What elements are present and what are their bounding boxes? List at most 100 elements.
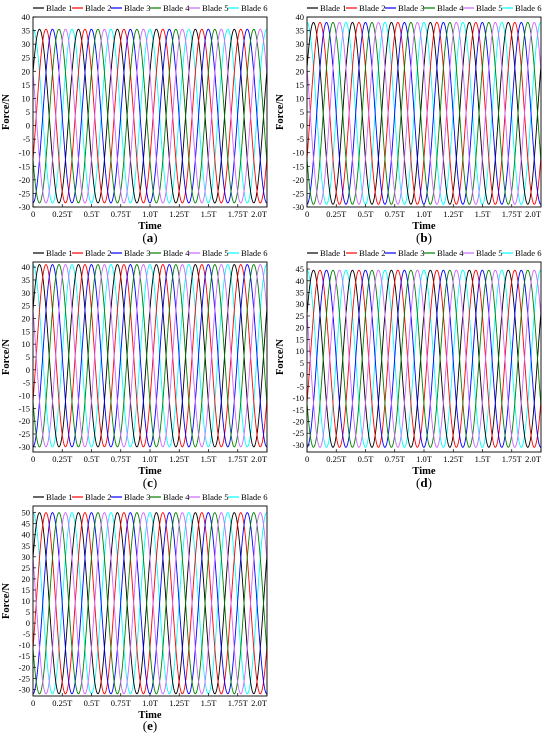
legend-label-blade-3: Blade 3: [124, 492, 151, 502]
y-tick-label: 40: [22, 530, 31, 540]
series-line-blade-6: [33, 28, 267, 204]
y-tick-label: -30: [293, 202, 304, 212]
legend-label-blade-4: Blade 4: [437, 248, 464, 258]
y-tick-label: 5: [26, 107, 30, 117]
y-tick-label: -30: [19, 202, 30, 212]
legend-label-blade-2: Blade 2: [85, 3, 112, 13]
legend-label-blade-6: Blade 6: [241, 3, 268, 13]
x-tick-label: 1.25T: [443, 209, 464, 219]
y-axis-label: Force/N: [275, 94, 286, 130]
series-line-blade-6: [307, 21, 541, 205]
y-tick-label: 25: [22, 301, 31, 311]
series-line-blade-2: [33, 28, 267, 204]
legend-label-blade-6: Blade 6: [515, 248, 542, 258]
y-tick-label: 30: [22, 288, 31, 298]
x-tick-label: 0: [305, 209, 309, 219]
x-tick-label: 0.75T: [385, 209, 406, 219]
x-axis-label: Time: [412, 221, 435, 232]
x-tick-label: 2.0T: [251, 454, 268, 464]
legend-label-blade-2: Blade 2: [359, 3, 386, 13]
y-tick-label: -25: [293, 428, 304, 438]
y-tick-label: -10: [19, 148, 30, 158]
legend-label-blade-4: Blade 4: [437, 3, 464, 13]
chart-panel-b: -30 -25 -20 -15 -10 -5 0 5 10 15 20 25 30 35 40 0 0.25T 0…: [275, 3, 542, 245]
y-tick-label: -15: [293, 405, 304, 415]
legend-label-blade-3: Blade 3: [124, 248, 151, 258]
chart-panel-c: -30 -25 -20 -15 -10 -5 0 5 10 15 20 25 30 35 40 0 0.25T 0…: [1, 248, 268, 490]
y-tick-label: -20: [293, 175, 304, 185]
y-tick-label: 20: [22, 313, 31, 323]
series-group: [307, 21, 541, 205]
y-tick-label: 0: [26, 121, 30, 131]
y-tick-label: -25: [19, 429, 30, 439]
legend-label-blade-5: Blade 5: [476, 248, 503, 258]
legend-label-blade-1: Blade 1: [46, 248, 73, 258]
series-line-blade-3: [307, 269, 541, 448]
x-tick-label: 0.25T: [52, 454, 73, 464]
panel-caption: (a): [142, 230, 157, 245]
x-axis-label: Time: [138, 466, 161, 477]
y-tick-label: 30: [22, 39, 31, 49]
y-tick-label: -5: [297, 134, 304, 144]
x-tick-label: 1.75T: [502, 209, 523, 219]
legend: Blade 1 Blade 2 Blade 3 Blade 4 Blade 5 Blade…: [33, 492, 268, 502]
x-tick-label: 2.0T: [525, 454, 542, 464]
x-tick-label: 0.25T: [52, 698, 73, 708]
legend-label-blade-5: Blade 5: [202, 248, 229, 258]
series-line-blade-6: [33, 264, 267, 448]
y-tick-label: -25: [19, 188, 30, 198]
x-tick-label: 1.0T: [142, 454, 159, 464]
y-tick-label: -15: [19, 161, 30, 171]
x-tick-label: 0: [31, 698, 35, 708]
legend-label-blade-5: Blade 5: [202, 3, 229, 13]
y-tick-label: 50: [22, 508, 31, 518]
x-tick-label: 0.5T: [84, 698, 101, 708]
y-tick-label: 10: [22, 339, 31, 349]
x-tick-label: 0.5T: [358, 209, 375, 219]
x-tick-label: 0.5T: [358, 454, 375, 464]
series-line-blade-2: [33, 264, 267, 448]
x-tick-label: 1.0T: [142, 698, 159, 708]
x-tick-label: 1.5T: [201, 209, 218, 219]
y-tick-label: -20: [19, 416, 30, 426]
x-tick-label: 1.75T: [228, 698, 249, 708]
y-tick-label: 0: [300, 121, 304, 131]
y-tick-label: -10: [293, 148, 304, 158]
y-tick-label: -25: [19, 673, 30, 683]
y-tick-label: 30: [296, 39, 305, 49]
y-tick-label: 45: [296, 264, 305, 274]
y-tick-label: 5: [300, 358, 304, 368]
y-tick-label: -20: [19, 175, 30, 185]
x-tick-label: 2.0T: [251, 209, 268, 219]
x-tick-label: 0.25T: [326, 209, 347, 219]
x-tick-label: 1.0T: [416, 209, 433, 219]
y-tick-label: -30: [19, 684, 30, 694]
y-tick-label: 40: [296, 12, 305, 22]
series-line-blade-5: [33, 28, 267, 204]
legend-label-blade-1: Blade 1: [320, 248, 347, 258]
y-tick-label: 35: [22, 26, 31, 36]
series-line-blade-3: [33, 264, 267, 448]
y-tick-label: 20: [296, 323, 305, 333]
y-tick-label: 5: [26, 352, 30, 362]
y-tick-label: -20: [19, 662, 30, 672]
x-axis-label: Time: [412, 466, 435, 477]
x-tick-label: 2.0T: [525, 209, 542, 219]
x-tick-label: 0.75T: [111, 209, 132, 219]
series-group: [33, 264, 267, 448]
series-line-blade-2: [307, 21, 541, 205]
series-line-blade-4: [33, 512, 267, 695]
x-tick-label: 0.5T: [84, 209, 101, 219]
series-line-blade-2: [307, 269, 541, 448]
y-tick-label: 30: [296, 299, 305, 309]
legend-label-blade-1: Blade 1: [320, 3, 347, 13]
y-tick-label: 20: [22, 66, 31, 76]
y-tick-label: 0: [300, 370, 304, 380]
x-tick-label: 1.5T: [201, 454, 218, 464]
y-tick-label: 35: [296, 287, 305, 297]
x-tick-label: 0.75T: [385, 454, 406, 464]
y-tick-label: 35: [22, 541, 31, 551]
legend: Blade 1 Blade 2 Blade 3 Blade 4 Blade 5 Blade…: [33, 3, 268, 13]
